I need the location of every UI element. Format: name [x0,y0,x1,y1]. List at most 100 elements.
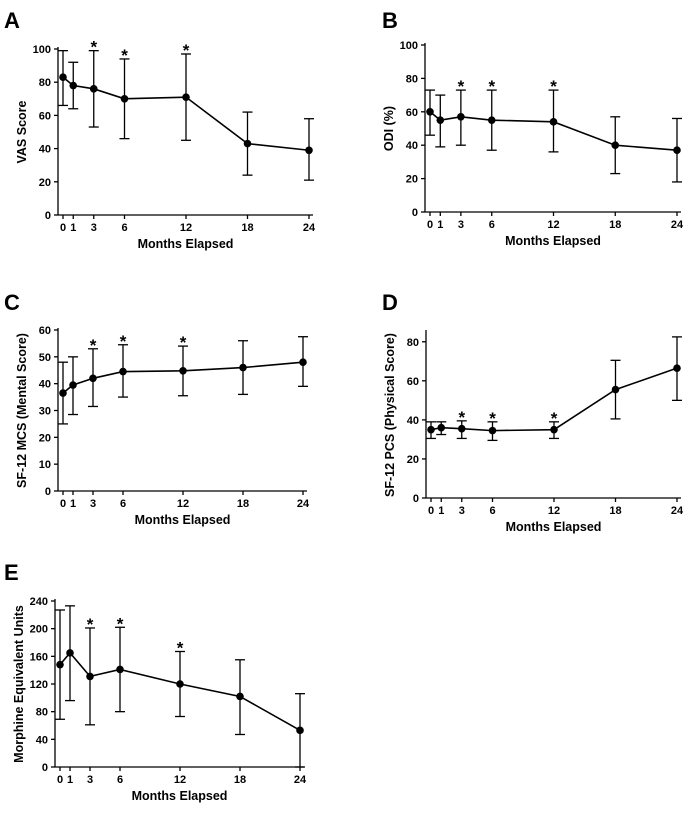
y-tick-label: 240 [30,596,48,608]
x-tick-label: 6 [121,222,127,234]
x-tick-label: 6 [489,219,495,231]
y-tick-label: 40 [39,144,51,156]
y-tick-label: 30 [39,406,51,418]
x-tick-label: 18 [237,498,249,510]
data-point [179,366,187,375]
y-tick-label: 40 [39,379,51,391]
x-tick-label: 18 [241,222,253,234]
x-tick-label: 1 [70,498,76,510]
x-axis-title: Months Elapsed [506,520,602,534]
y-tick-label: 80 [406,73,418,85]
significance-marker: * [183,41,190,60]
data-point [89,85,98,93]
data-point [116,665,124,674]
y-tick-label: 60 [39,325,51,337]
y-axis-title: SF-12 PCS (Physical Score) [383,333,397,497]
y-tick-label: 60 [39,110,51,122]
x-tick-label: 6 [120,498,126,510]
y-tick-label: 20 [39,177,51,189]
x-tick-label: 12 [547,219,559,231]
y-tick-label: 100 [33,44,51,56]
x-axis-title: Months Elapsed [135,513,231,527]
data-point [673,364,681,372]
x-axis-title: Months Elapsed [138,237,234,251]
y-tick-label: 160 [30,651,48,663]
y-tick-label: 0 [45,486,51,498]
data-point [119,367,127,376]
significance-marker: * [120,332,127,351]
x-tick-label: 0 [60,222,66,234]
y-tick-label: 100 [400,40,418,52]
data-point [243,139,252,148]
data-point [457,113,465,121]
x-tick-label: 1 [67,774,73,786]
y-tick-label: 20 [406,174,418,186]
x-tick-label: 1 [70,222,76,234]
x-tick-label: 0 [427,219,433,231]
y-axis-title: VAS Score [15,100,29,163]
y-tick-label: 0 [45,210,51,222]
y-tick-label: 20 [39,432,51,444]
significance-marker: * [488,77,495,96]
data-point [69,81,78,90]
x-axis-title: Months Elapsed [132,789,228,803]
x-tick-label: 12 [548,505,560,517]
data-point [673,146,681,155]
data-point [239,363,247,372]
data-point [236,692,244,701]
significance-marker: * [177,638,184,657]
y-tick-label: 40 [407,415,419,427]
data-point [59,73,67,82]
x-tick-label: 3 [91,222,97,234]
data-point [182,93,190,101]
y-axis-title: ODI (%) [382,106,396,151]
y-tick-label: 0 [42,762,48,774]
x-tick-label: 18 [234,774,246,786]
x-tick-label: 12 [174,774,186,786]
data-point [611,385,620,394]
data-point [436,116,445,124]
significance-marker: * [90,336,97,355]
y-axis-title: Morphine Equivalent Units [12,605,26,763]
significance-marker: * [90,38,97,57]
x-tick-label: 24 [294,774,307,786]
data-point [176,680,184,688]
y-axis-title: SF-12 MCS (Mental Score) [15,333,29,488]
x-tick-label: 3 [459,505,465,517]
x-tick-label: 24 [671,219,684,231]
x-tick-label: 18 [609,505,621,517]
data-point [296,726,304,735]
y-tick-label: 40 [406,140,418,152]
data-point [56,660,64,669]
x-tick-label: 12 [177,498,189,510]
x-tick-label: 1 [438,505,444,517]
y-tick-label: 120 [30,679,48,691]
data-point [86,672,94,681]
x-tick-label: 18 [609,219,621,231]
data-point [66,649,74,657]
data-point [299,358,307,367]
data-point [69,381,77,389]
y-tick-label: 40 [36,734,48,746]
x-tick-label: 6 [117,774,123,786]
y-tick-label: 60 [407,376,419,388]
data-point [59,389,67,397]
panel-letter: A [4,8,20,33]
data-point [611,141,620,149]
x-tick-label: 1 [437,219,443,231]
y-tick-label: 0 [412,207,418,219]
x-tick-label: 3 [458,219,464,231]
panel-letter: B [382,8,398,33]
significance-marker: * [458,77,465,96]
y-tick-label: 200 [30,624,48,636]
panel-letter: D [382,290,398,315]
significance-marker: * [117,614,124,633]
data-point [426,108,434,116]
data-point [457,424,466,433]
x-tick-label: 0 [57,774,63,786]
